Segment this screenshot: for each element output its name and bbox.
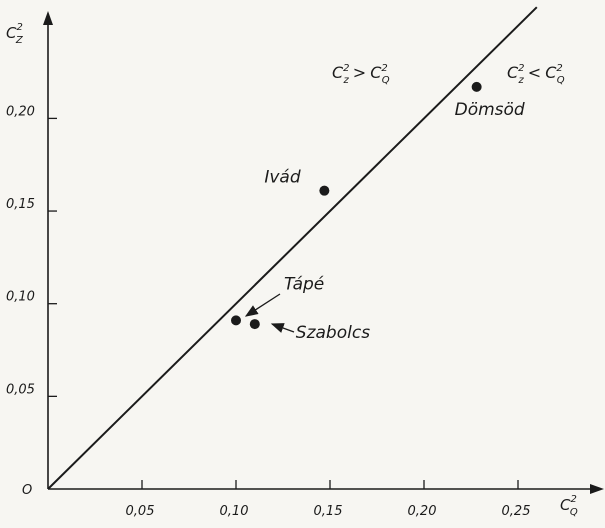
x-tick-label: 0,25 <box>502 504 531 519</box>
x-tick-label: 0,15 <box>314 504 343 519</box>
x-tick-label: 0,20 <box>408 504 437 519</box>
y-tick-label: 0,20 <box>6 104 35 119</box>
x-ticks: 0,05 0,10 0,15 0,20 0,25 <box>126 480 531 519</box>
y-tick-label: 0,15 <box>6 197 35 212</box>
y-tick-label: 0,05 <box>6 382 35 397</box>
y-ticks: 0,05 0,10 0,15 0,20 <box>6 104 57 397</box>
x-tick-label: 0,10 <box>220 504 249 519</box>
x-tick-label: 0,05 <box>126 504 155 519</box>
y-tick-label: 0,10 <box>6 290 35 305</box>
axes <box>43 11 604 494</box>
x-axis-label: C2 Q <box>560 494 578 518</box>
y-axis-label: C2 Z <box>6 22 24 46</box>
data-point <box>249 319 260 330</box>
data-points <box>231 81 482 330</box>
data-point-label: Dömsöd <box>455 100 525 120</box>
reference-line-y-equals-x <box>47 6 538 490</box>
data-point <box>471 81 482 92</box>
origin-label: O <box>22 483 32 498</box>
data-point-label: Tápé <box>284 274 324 294</box>
data-point <box>319 185 330 196</box>
x-axis-arrow <box>590 484 604 494</box>
data-point-label: Ivád <box>264 168 300 188</box>
data-point-labels: Dömsöd Ivád Tápé Szabolcs <box>264 100 525 343</box>
szabolcs-leader-arrow <box>270 323 295 333</box>
tape-leader-arrow <box>244 293 281 317</box>
y-axis-arrow <box>43 11 53 25</box>
region-label-below: C2 z < C2 Q <box>507 63 565 86</box>
data-point <box>231 315 241 326</box>
data-point-label: Szabolcs <box>296 323 370 343</box>
region-label-above: C2 z > C2 Q <box>332 63 390 86</box>
label-leader-arrows <box>244 293 295 333</box>
